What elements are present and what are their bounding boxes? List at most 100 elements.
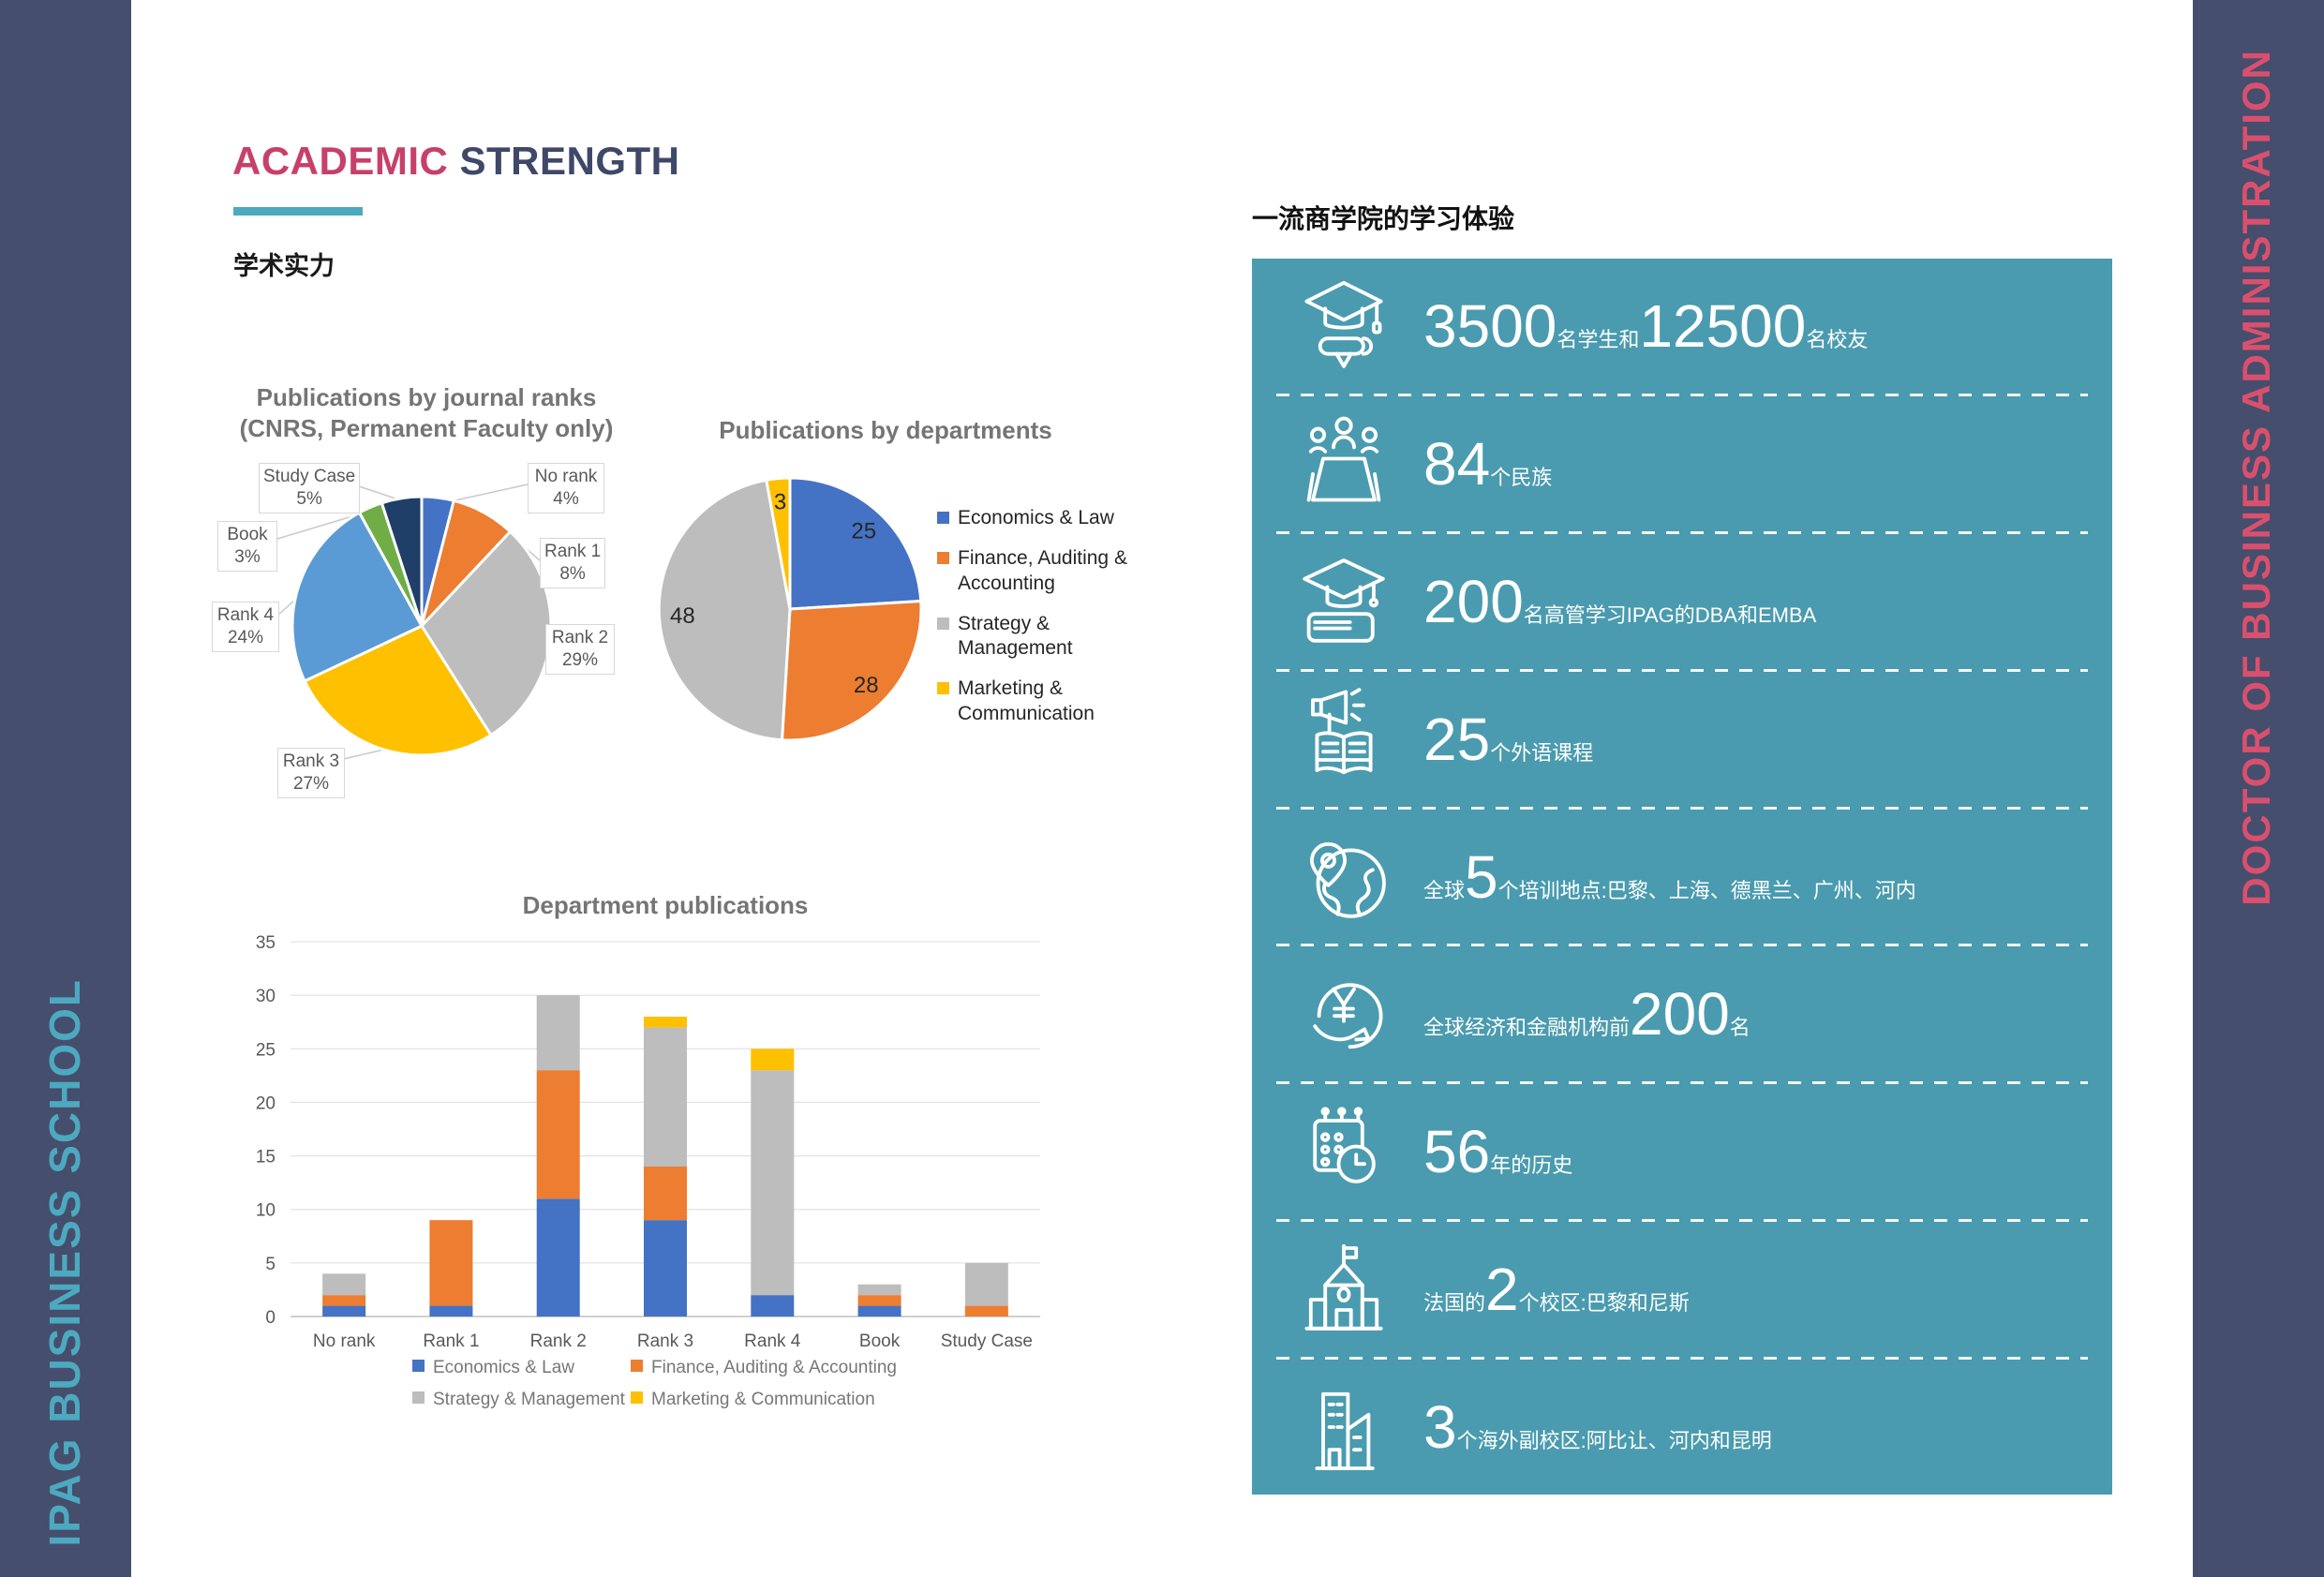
department-slice <box>788 476 923 611</box>
bar-legend-item: Marketing & Communication <box>631 1389 897 1411</box>
bar-segment <box>429 1305 473 1317</box>
stat-number: 84 <box>1423 429 1491 498</box>
stat-row: 3 个海外副校区:阿比让、河内和昆明 <box>1252 1360 2112 1495</box>
bar-segment <box>857 1295 901 1306</box>
row-separator <box>1276 944 2088 947</box>
stat-text: 3 个海外副校区:阿比让、河内和昆明 <box>1423 1397 1772 1457</box>
pie1-callout-rank-1: Rank 1 8% <box>540 538 606 588</box>
y-axis-tick-label: 35 <box>256 933 276 953</box>
bar-segment <box>644 1027 687 1167</box>
y-axis-tick-label: 25 <box>256 1040 276 1060</box>
y-axis-tick-label: 15 <box>256 1148 276 1168</box>
stat-number: 3500 <box>1423 291 1557 360</box>
stats-panel-heading: 一流商学院的学习体验 <box>1252 204 1515 233</box>
stat-caption: 年的历史 <box>1490 1153 1573 1178</box>
pie1-callout-study-case: Study Case 5% <box>259 463 361 513</box>
journal-rank-slice <box>303 624 493 757</box>
bar-segment <box>964 1262 1008 1306</box>
stat-text: 84 个民族 <box>1423 434 1552 494</box>
bar-segment <box>536 1198 580 1317</box>
page-subtitle-cn: 学术实力 <box>233 252 335 280</box>
stat-number: 5 <box>1465 842 1498 911</box>
journal-rank-slice <box>380 495 424 627</box>
legend-swatch <box>937 682 949 695</box>
stat-number: 12500 <box>1639 291 1807 360</box>
pie1-callout-book: Book 3% <box>217 521 277 572</box>
stat-caption: 名校友 <box>1806 327 1869 351</box>
stats-panel: 3500 名学生和 12500 名校友 84 个民族 200 名高管学习IPAG的DBA和EM… <box>1252 259 2112 1495</box>
bar-segment <box>857 1284 901 1296</box>
bar-segment <box>322 1273 366 1296</box>
graduation-cap-diploma-icon <box>1289 272 1397 379</box>
stat-row: 全球经济和金融机构前 200 名 <box>1252 946 2112 1081</box>
bar-segment <box>644 1017 687 1028</box>
row-separator <box>1276 530 2088 534</box>
pie1-title: Publications by journal ranks (CNRS, Per… <box>192 382 661 443</box>
stat-caption: 个民族 <box>1490 465 1553 489</box>
pie2-legend-item: Strategy & Management <box>937 612 1157 662</box>
stat-caption: 法国的 <box>1423 1291 1486 1316</box>
y-axis-tick-label: 10 <box>256 1201 276 1221</box>
stat-caption: 个外语课程 <box>1490 740 1594 765</box>
stat-text: 25 个外语课程 <box>1423 709 1593 769</box>
pie-departments: 25 28 48 3 <box>657 476 923 742</box>
legend-swatch <box>937 552 949 565</box>
pie1-title-line2: (CNRS, Permanent Faculty only) <box>239 413 614 442</box>
row-separator <box>1276 806 2088 810</box>
stat-text: 56 年的历史 <box>1423 1122 1572 1182</box>
stat-text: 全球 5 个培训地点:巴黎、上海、德黑兰、广州、河内 <box>1423 847 1916 907</box>
pie2-data-label: 3 <box>774 490 786 515</box>
bar-segment <box>536 1070 580 1199</box>
row-separator <box>1276 668 2088 672</box>
legend-swatch <box>631 1391 643 1404</box>
stat-row: 56 年的历史 <box>1252 1084 2112 1219</box>
x-axis-category-label: Rank 3 <box>637 1332 693 1351</box>
bar-chart-title: Department publications <box>522 891 809 919</box>
bar-segment <box>751 1070 795 1296</box>
row-separator <box>1276 1081 2088 1085</box>
pie2-data-label: 25 <box>851 518 876 543</box>
pie1-callout-rank-3: Rank 3 27% <box>277 748 345 798</box>
bar-segment <box>751 1295 795 1317</box>
stat-row: 25 个外语课程 <box>1252 672 2112 807</box>
x-axis-category-label: Rank 1 <box>423 1332 479 1351</box>
row-separator <box>1276 1219 2088 1223</box>
legend-swatch <box>412 1360 425 1372</box>
stat-text: 3500 名学生和 12500 名校友 <box>1423 296 1868 356</box>
journal-rank-slice <box>290 511 425 683</box>
y-axis-tick-label: 20 <box>256 1093 276 1113</box>
pie2-legend: Economics & Law Finance, Auditing & Accou… <box>937 506 1157 742</box>
bar-legend-item: Economics & Law <box>412 1357 631 1379</box>
bar-segment <box>322 1295 366 1306</box>
bar-segment <box>429 1220 473 1306</box>
stat-caption: 全球经济和金融机构前 <box>1423 1016 1631 1040</box>
x-axis-category-label: No rank <box>313 1332 376 1351</box>
bar-legend-item: Strategy & Management <box>412 1389 631 1411</box>
y-axis-tick-label: 5 <box>265 1255 276 1274</box>
stat-row: 84 个民族 <box>1252 396 2112 531</box>
bar-segment <box>857 1305 901 1317</box>
y-axis-tick-label: 30 <box>256 987 276 1006</box>
x-axis-category-label: Rank 2 <box>530 1332 587 1351</box>
bar-segment <box>536 995 580 1071</box>
department-slice <box>780 599 923 742</box>
bar-chart-legend: Economics & Law Finance, Auditing & Accou… <box>412 1357 897 1411</box>
stat-number: 56 <box>1423 1118 1491 1186</box>
bar-segment <box>644 1167 687 1221</box>
buildings-icon <box>1289 1374 1397 1481</box>
stat-number: 200 <box>1423 567 1524 635</box>
pie2-legend-item: Economics & Law <box>937 506 1157 530</box>
stat-row: 200 名高管学习IPAG的DBA和EMBA <box>1252 534 2112 669</box>
stat-row: 3500 名学生和 12500 名校友 <box>1252 259 2112 394</box>
yuan-hand-icon <box>1289 960 1397 1068</box>
stat-row: 法国的 2 个校区:巴黎和尼斯 <box>1252 1222 2112 1357</box>
page-title-primary: ACADEMIC <box>232 139 449 183</box>
row-separator <box>1276 393 2088 396</box>
department-slice <box>657 478 792 742</box>
legend-swatch <box>937 617 949 630</box>
stat-caption: 个海外副校区:阿比让、河内和昆明 <box>1456 1429 1772 1453</box>
stat-caption: 名学生和 <box>1557 327 1640 351</box>
right-sidebar <box>2193 0 2324 1577</box>
